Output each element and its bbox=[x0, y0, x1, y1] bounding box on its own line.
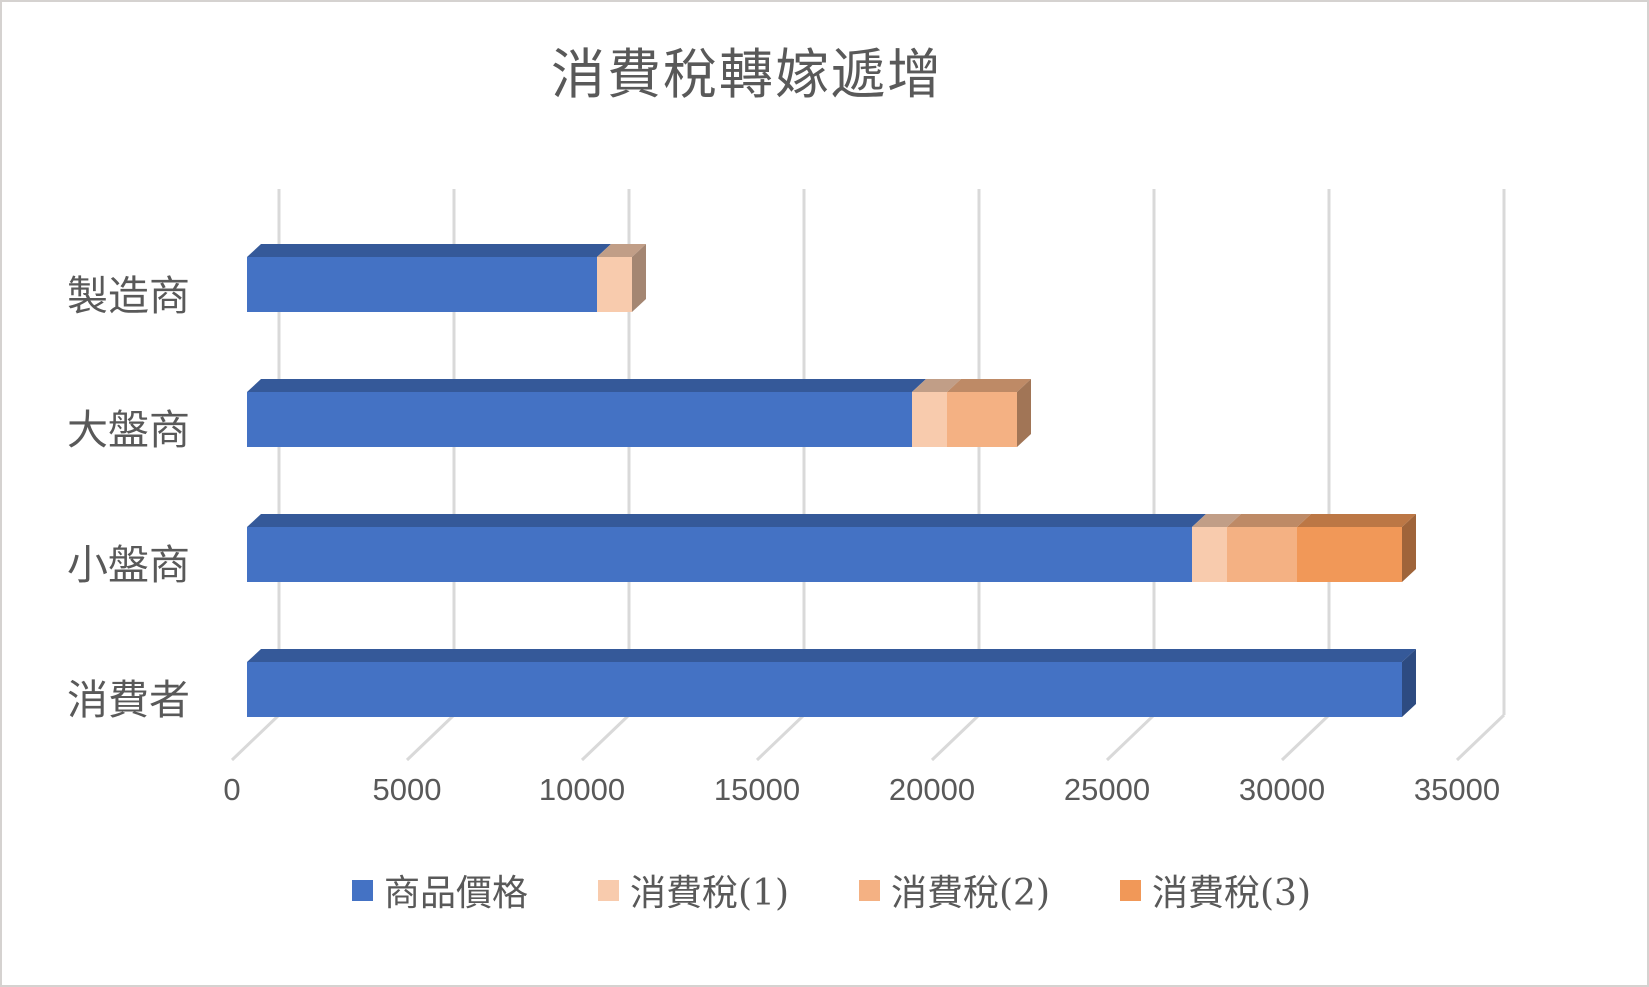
category-label: 製造商 bbox=[67, 272, 190, 320]
bar-segment bbox=[1227, 527, 1297, 582]
bar-segment-top bbox=[912, 379, 961, 392]
bar-segment bbox=[247, 257, 597, 312]
bar-segment bbox=[947, 392, 1017, 447]
legend-swatch bbox=[352, 879, 373, 901]
gridline bbox=[1280, 189, 1331, 762]
x-axis-tick: 15000 bbox=[713, 772, 801, 807]
bar-segment-top bbox=[1192, 514, 1241, 527]
x-axis-tick: 5000 bbox=[372, 772, 442, 807]
legend: 商品價格 消費稅(1) 消費稅(2) 消費稅(3) bbox=[352, 864, 1311, 916]
x-axis-tick: 0 bbox=[223, 772, 241, 807]
gridline bbox=[1105, 189, 1156, 762]
chart-title: 消費稅轉嫁遞增 bbox=[551, 43, 943, 106]
legend-swatch bbox=[859, 879, 881, 901]
legend-swatch bbox=[1120, 879, 1142, 901]
bar-segment bbox=[912, 392, 947, 447]
x-axis-tick: 35000 bbox=[1413, 772, 1501, 807]
bar-segment-side bbox=[1017, 379, 1031, 447]
legend-label: 商品價格 bbox=[384, 873, 529, 914]
legend-label: 消費稅(3) bbox=[1152, 873, 1312, 914]
bar-segment bbox=[1192, 527, 1227, 582]
bar-segment-side bbox=[1402, 514, 1416, 582]
x-axis-tick: 25000 bbox=[1063, 772, 1151, 807]
category-label: 小盤商 bbox=[67, 541, 190, 589]
bar-segment-side bbox=[632, 244, 646, 312]
bar-segment-top bbox=[1227, 514, 1311, 527]
gridline bbox=[1455, 189, 1506, 762]
gridline bbox=[930, 189, 981, 762]
bar-row bbox=[247, 244, 646, 312]
bar-segment-top bbox=[597, 244, 646, 257]
bar-segment-top bbox=[247, 649, 1416, 662]
bar-segment-top bbox=[1297, 514, 1416, 527]
bar-segment-top bbox=[247, 244, 611, 257]
bar-segment bbox=[247, 392, 912, 447]
bar-segment bbox=[247, 662, 1402, 717]
legend-label: 消費稅(1) bbox=[630, 873, 790, 914]
bar-segment-side bbox=[1402, 649, 1416, 717]
bar-row bbox=[247, 514, 1416, 582]
bar-row bbox=[247, 379, 1031, 447]
legend-label: 消費稅(2) bbox=[891, 873, 1051, 914]
bar-segment bbox=[597, 257, 632, 312]
legend-item: 商品價格 bbox=[352, 864, 528, 916]
legend-item: 消費稅(1) bbox=[598, 864, 789, 916]
bar-row bbox=[247, 649, 1416, 717]
x-axis-tick: 20000 bbox=[888, 772, 976, 807]
legend-swatch bbox=[598, 879, 620, 901]
bar-segment-top bbox=[247, 514, 1206, 527]
category-label: 消費者 bbox=[67, 676, 190, 724]
bar-segment bbox=[1297, 527, 1402, 582]
x-axis-tick: 30000 bbox=[1238, 772, 1326, 807]
x-axis-tick: 10000 bbox=[538, 772, 626, 807]
category-label: 大盤商 bbox=[67, 406, 190, 454]
gridline bbox=[755, 189, 806, 762]
bar-segment-top bbox=[947, 379, 1031, 392]
bar-segment bbox=[247, 527, 1192, 582]
legend-item: 消費稅(2) bbox=[859, 864, 1050, 916]
legend-item: 消費稅(3) bbox=[1120, 864, 1311, 916]
bar-segment-top bbox=[247, 379, 926, 392]
